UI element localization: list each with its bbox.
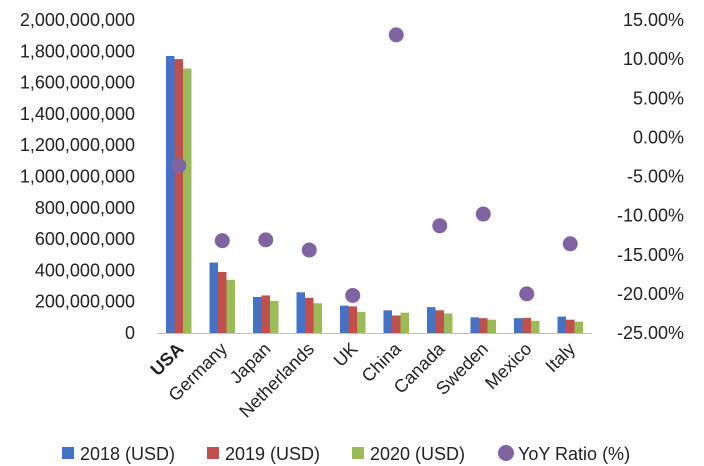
bar-2020-germany [226, 279, 235, 333]
bar-2019-japan [261, 295, 270, 333]
legend-swatch [62, 447, 74, 459]
legend-label: 2018 (USD) [80, 444, 175, 464]
bar-2018-netherlands [296, 292, 305, 333]
legend: 2018 (USD) 2019 (USD) 2020 (USD) YoY Ratio … [62, 444, 630, 464]
y-right-tick-label: 5.00% [633, 88, 684, 108]
bar-2019-uk [348, 306, 357, 333]
bar-2020-netherlands [313, 303, 322, 333]
y-axis-left: 0 200,000,000 400,000,000 600,000,000 800,00… [20, 10, 135, 343]
y-left-tick-label: 1,000,000,000 [20, 167, 135, 187]
x-tick-label-italy: Italy [542, 339, 579, 376]
yoy-point-netherlands [301, 242, 317, 258]
bar-2020-china [400, 312, 409, 333]
y-right-tick-label: -5.00% [627, 167, 684, 187]
bar-2020-japan [270, 300, 279, 333]
y-left-tick-label: 1,400,000,000 [20, 104, 135, 124]
bar-2019-china [392, 315, 401, 333]
legend-label: YoY Ratio (%) [518, 444, 630, 464]
y-right-tick-label: 0.00% [633, 127, 684, 147]
bar-2019-sweden [479, 318, 488, 333]
y-axis-right: 15.00% 10.00% 5.00% 0.00% -5.00% -10.00% -15.0… [617, 10, 684, 343]
bar-2019-italy [566, 319, 575, 333]
y-right-tick-label: -10.00% [617, 206, 684, 226]
y-left-tick-label: 200,000,000 [35, 292, 135, 312]
legend-swatch [352, 447, 364, 459]
bar-2019-usa [174, 59, 183, 333]
bar-2018-sweden [470, 317, 479, 333]
yoy-point-japan [258, 232, 274, 248]
yoy-points [171, 27, 578, 303]
bar-2020-canada [444, 313, 453, 333]
yoy-point-mexico [519, 286, 535, 302]
yoy-point-canada [432, 218, 448, 234]
bar-2020-italy [574, 321, 583, 333]
y-left-tick-label: 1,600,000,000 [20, 73, 135, 93]
bar-2020-mexico [531, 320, 540, 333]
y-left-tick-label: 1,800,000,000 [20, 41, 135, 61]
bar-series [166, 55, 583, 334]
legend-label: 2020 (USD) [370, 444, 465, 464]
y-left-tick-label: 600,000,000 [35, 229, 135, 249]
yoy-point-usa [171, 158, 187, 174]
y-left-tick-label: 800,000,000 [35, 198, 135, 218]
y-right-tick-label: -20.00% [617, 284, 684, 304]
bar-2019-mexico [522, 317, 531, 333]
bar-2019-canada [435, 310, 444, 333]
y-left-tick-label: 2,000,000,000 [20, 10, 135, 30]
yoy-point-sweden [475, 206, 491, 222]
bar-2020-usa [183, 68, 192, 333]
bar-2018-uk [340, 305, 349, 333]
x-tick-label-uk: UK [330, 339, 362, 371]
bar-2018-mexico [514, 318, 523, 333]
bar-2018-canada [427, 307, 436, 333]
bar-2018-japan [253, 297, 262, 333]
y-left-tick-label: 1,200,000,000 [20, 135, 135, 155]
x-tick-label-mexico: Mexico [481, 339, 535, 393]
yoy-point-germany [214, 233, 230, 249]
bar-2019-netherlands [305, 297, 314, 333]
bar-2020-uk [357, 311, 366, 333]
legend-label: 2019 (USD) [225, 444, 320, 464]
y-right-tick-label: -15.00% [617, 245, 684, 265]
bar-2018-italy [557, 316, 566, 333]
yoy-point-italy [562, 236, 578, 252]
y-right-tick-label: -25.00% [617, 323, 684, 343]
bar-2019-germany [218, 271, 227, 333]
y-right-tick-label: 15.00% [623, 10, 684, 30]
y-left-tick-label: 0 [125, 323, 135, 343]
bar-2018-usa [166, 55, 175, 334]
y-left-tick-label: 400,000,000 [35, 260, 135, 280]
legend-marker [498, 445, 514, 461]
yoy-point-uk [345, 287, 361, 303]
yoy-point-china [388, 27, 404, 43]
y-right-tick-label: 10.00% [623, 49, 684, 69]
bar-2020-sweden [487, 319, 496, 333]
bar-2018-china [383, 310, 392, 333]
bar-2018-germany [209, 262, 218, 333]
legend-swatch [207, 447, 219, 459]
